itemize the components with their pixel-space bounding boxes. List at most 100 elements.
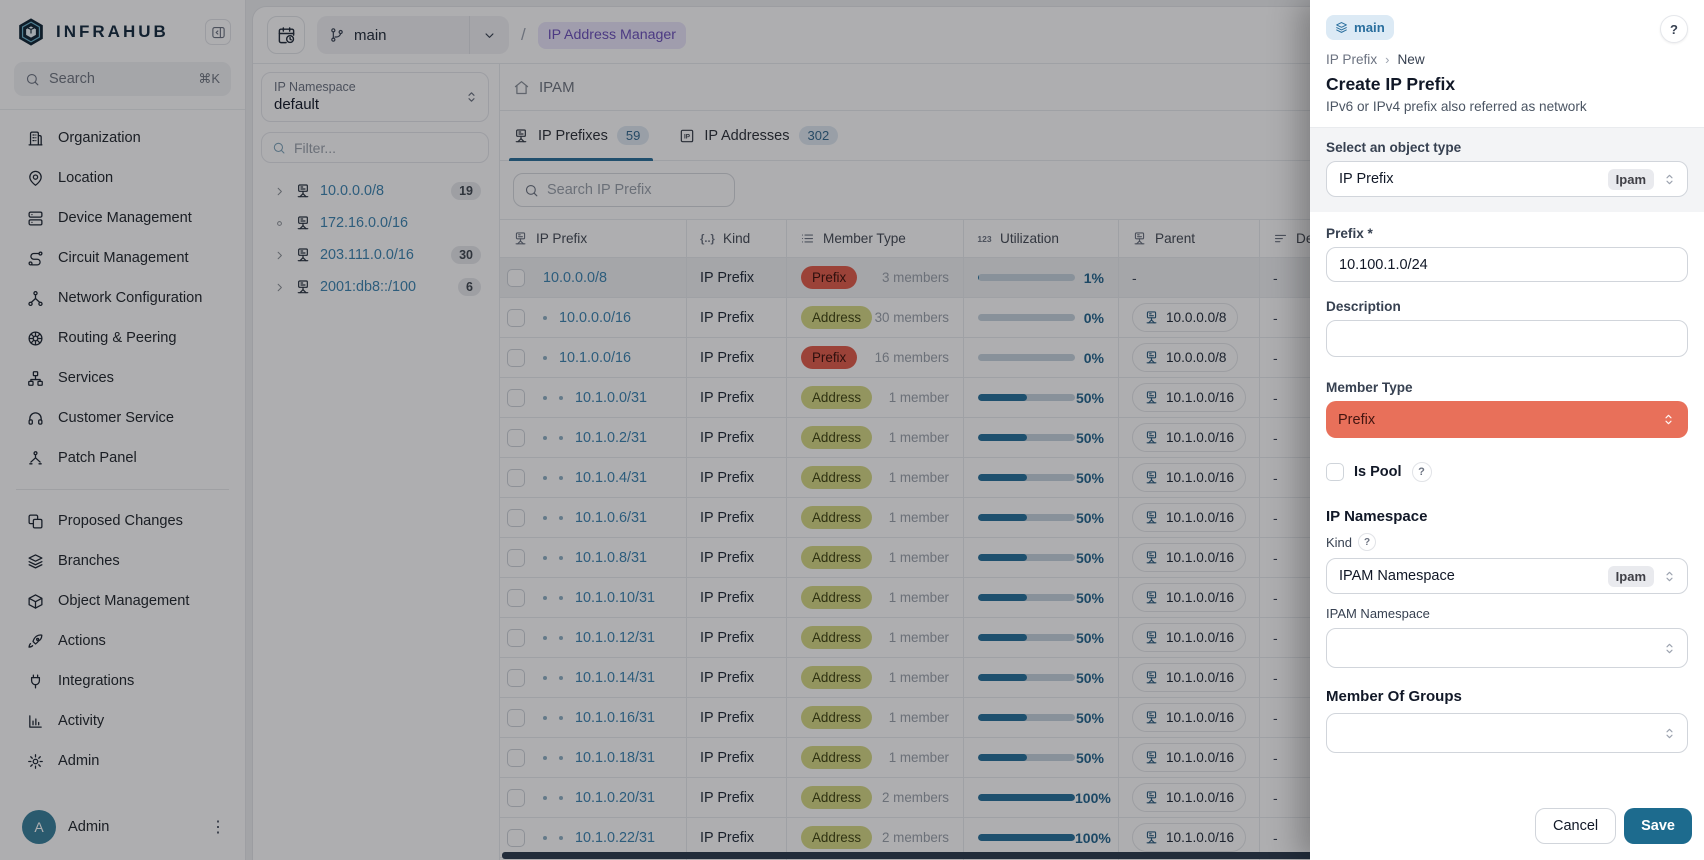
chevron-right-icon[interactable] xyxy=(273,281,286,294)
table-row[interactable]: 10.1.0.0/16 IP Prefix Prefix 16 members 0… xyxy=(500,338,1704,378)
parent-link[interactable]: 10.1.0.0/16 xyxy=(1132,703,1247,732)
table-search[interactable] xyxy=(513,173,735,207)
column-header-kind[interactable]: {..} Kind xyxy=(686,220,786,257)
ip-namespace-select[interactable]: IP Namespace default xyxy=(261,72,489,122)
table-row[interactable]: 10.1.0.4/31 IP Prefix Address 1 member 50… xyxy=(500,458,1704,498)
row-checkbox[interactable] xyxy=(507,708,525,727)
object-type-select[interactable]: IP Prefix Ipam xyxy=(1326,161,1688,197)
tree-item[interactable]: 10.0.0.0/8 19 xyxy=(261,175,489,207)
ip-prefix-link[interactable]: 10.1.0.4/31 xyxy=(575,469,648,486)
parent-link[interactable]: 10.0.0.0/8 xyxy=(1132,343,1239,372)
user-row[interactable]: A Admin ⋮ xyxy=(0,804,245,850)
table-row[interactable]: 10.1.0.8/31 IP Prefix Address 1 member 50… xyxy=(500,538,1704,578)
row-checkbox[interactable] xyxy=(507,548,525,567)
save-button[interactable]: Save xyxy=(1624,808,1692,844)
row-checkbox[interactable] xyxy=(507,428,525,447)
ip-prefix-link[interactable]: 10.0.0.0/16 xyxy=(559,309,632,326)
sidebar-item-branches[interactable]: Branches xyxy=(0,541,245,581)
sidebar-item-proposed-changes[interactable]: Proposed Changes xyxy=(0,501,245,541)
table-row[interactable]: 10.1.0.2/31 IP Prefix Address 1 member 50… xyxy=(500,418,1704,458)
sidebar-item-circuit-management[interactable]: Circuit Management xyxy=(0,238,245,278)
parent-link[interactable]: 10.1.0.0/16 xyxy=(1132,463,1247,492)
sidebar-collapse-button[interactable] xyxy=(205,19,231,45)
row-checkbox[interactable] xyxy=(507,388,525,407)
tree-filter-input[interactable] xyxy=(294,139,478,156)
member-type-select[interactable]: Prefix xyxy=(1326,401,1688,438)
tree-item[interactable]: 172.16.0.0/16 xyxy=(261,207,489,239)
sidebar-item-organization[interactable]: Organization xyxy=(0,118,245,158)
table-row[interactable]: 10.1.0.10/31 IP Prefix Address 1 member 5… xyxy=(500,578,1704,618)
column-header-member-type[interactable]: Member Type xyxy=(786,220,963,257)
row-checkbox[interactable] xyxy=(507,468,525,487)
ip-prefix-link[interactable]: 10.0.0.0/8 xyxy=(543,269,608,286)
ip-prefix-link[interactable]: 10.1.0.0/31 xyxy=(575,389,648,406)
chevron-right-icon[interactable] xyxy=(273,185,286,198)
parent-link[interactable]: 10.1.0.0/16 xyxy=(1132,623,1247,652)
table-row[interactable]: 10.1.0.20/31 IP Prefix Address 2 members … xyxy=(500,778,1704,818)
ip-prefix-link[interactable]: 10.1.0.10/31 xyxy=(575,589,656,606)
kind-help-icon[interactable]: ? xyxy=(1358,533,1377,551)
kind-select[interactable]: IPAM Namespace Ipam xyxy=(1326,558,1688,594)
help-button[interactable]: ? xyxy=(1660,15,1688,43)
parent-link[interactable]: 10.1.0.0/16 xyxy=(1132,423,1247,452)
parent-link[interactable]: 10.1.0.0/16 xyxy=(1132,783,1247,812)
parent-link[interactable]: 10.1.0.0/16 xyxy=(1132,743,1247,772)
sidebar-item-services[interactable]: Services xyxy=(0,358,245,398)
parent-link[interactable]: 10.1.0.0/16 xyxy=(1132,823,1247,852)
user-menu-kebab-icon[interactable]: ⋮ xyxy=(210,819,226,836)
table-horizontal-scrollbar[interactable] xyxy=(502,852,1702,859)
parent-link[interactable]: 10.1.0.0/16 xyxy=(1132,503,1247,532)
ip-prefix-link[interactable]: 10.1.0.20/31 xyxy=(575,789,656,806)
ip-prefix-link[interactable]: 10.1.0.12/31 xyxy=(575,629,656,646)
prefix-input[interactable] xyxy=(1326,247,1688,282)
description-input[interactable] xyxy=(1326,320,1688,357)
cancel-button[interactable]: Cancel xyxy=(1534,808,1617,844)
table-row[interactable]: 10.1.0.12/31 IP Prefix Address 1 member 5… xyxy=(500,618,1704,658)
global-search[interactable]: Search ⌘K xyxy=(14,62,231,96)
ip-prefix-link[interactable]: 10.1.0.8/31 xyxy=(575,549,648,566)
row-checkbox[interactable] xyxy=(507,588,525,607)
row-checkbox[interactable] xyxy=(507,508,525,527)
sidebar-item-patch-panel[interactable]: Patch Panel xyxy=(0,438,245,478)
tree-prefix-link[interactable]: 2001:db8::/100 xyxy=(320,279,417,295)
ip-prefix-link[interactable]: 10.1.0.14/31 xyxy=(575,669,656,686)
chevron-right-icon[interactable] xyxy=(273,249,286,262)
row-checkbox[interactable] xyxy=(507,788,525,807)
row-checkbox[interactable] xyxy=(507,828,525,847)
tab-ip-prefixes[interactable]: IP Prefixes 59 xyxy=(508,111,654,161)
sidebar-item-integrations[interactable]: Integrations xyxy=(0,661,245,701)
tree-prefix-link[interactable]: 172.16.0.0/16 xyxy=(320,215,409,231)
is-pool-checkbox[interactable] xyxy=(1326,463,1344,481)
branch-dropdown-toggle[interactable] xyxy=(469,16,509,54)
member-of-groups-select[interactable] xyxy=(1326,713,1688,753)
parent-link[interactable]: 10.1.0.0/16 xyxy=(1132,663,1247,692)
circle-small-icon[interactable] xyxy=(273,217,286,230)
sidebar-item-admin[interactable]: Admin xyxy=(0,741,245,781)
table-row[interactable]: 10.0.0.0/16 IP Prefix Address 30 members … xyxy=(500,298,1704,338)
ip-prefix-link[interactable]: 10.1.0.6/31 xyxy=(575,509,648,526)
ip-prefix-link[interactable]: 10.1.0.18/31 xyxy=(575,749,656,766)
row-checkbox[interactable] xyxy=(507,348,525,367)
row-checkbox[interactable] xyxy=(507,268,525,287)
tree-prefix-link[interactable]: 10.0.0.0/8 xyxy=(320,183,385,199)
column-header-ip-prefix[interactable]: IP Prefix xyxy=(500,220,686,257)
sidebar-item-device-management[interactable]: Device Management xyxy=(0,198,245,238)
table-row[interactable]: 10.1.0.18/31 IP Prefix Address 1 member 5… xyxy=(500,738,1704,778)
tree-prefix-link[interactable]: 203.111.0.0/16 xyxy=(320,247,414,263)
parent-link[interactable]: 10.1.0.0/16 xyxy=(1132,543,1247,572)
ipam-namespace-select[interactable] xyxy=(1326,628,1688,668)
table-row[interactable]: 10.1.0.0/31 IP Prefix Address 1 member 50… xyxy=(500,378,1704,418)
tree-filter[interactable] xyxy=(261,132,489,163)
row-checkbox[interactable] xyxy=(507,628,525,647)
branch-selector[interactable]: main xyxy=(317,16,509,54)
breadcrumb-ip-address-manager[interactable]: IP Address Manager xyxy=(537,21,687,49)
sidebar-item-location[interactable]: Location xyxy=(0,158,245,198)
sidebar-item-network-configuration[interactable]: Network Configuration xyxy=(0,278,245,318)
table-row[interactable]: 10.1.0.6/31 IP Prefix Address 1 member 50… xyxy=(500,498,1704,538)
tree-item[interactable]: 2001:db8::/100 6 xyxy=(261,271,489,303)
is-pool-help-icon[interactable]: ? xyxy=(1411,462,1432,482)
row-checkbox[interactable] xyxy=(507,748,525,767)
home-icon[interactable] xyxy=(513,79,530,96)
tab-ip-addresses[interactable]: IP IP Addresses 302 xyxy=(679,111,839,160)
row-checkbox[interactable] xyxy=(507,668,525,687)
